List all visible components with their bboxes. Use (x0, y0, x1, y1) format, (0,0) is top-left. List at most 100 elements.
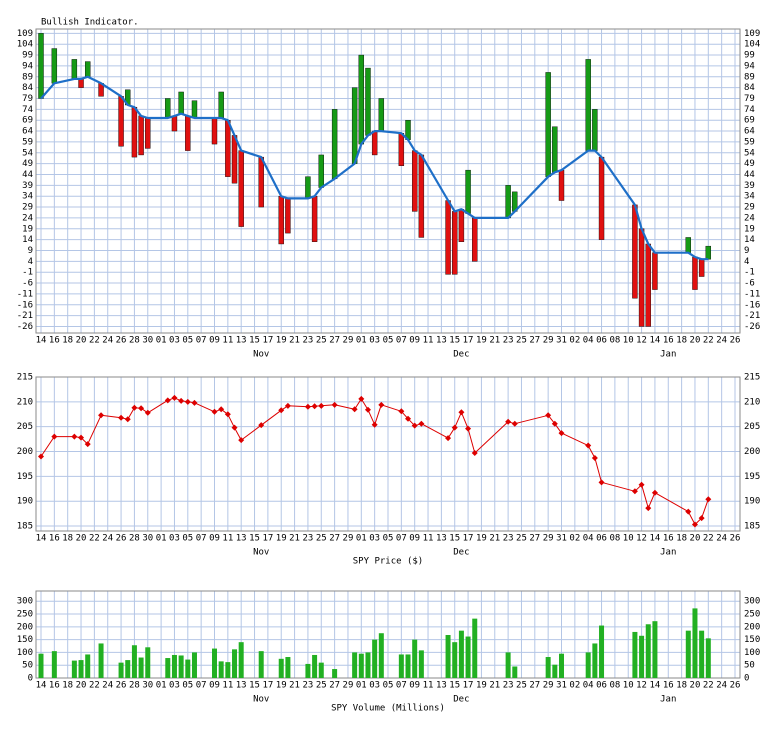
x-tick-label: 30 (142, 534, 153, 544)
x-tick-label: 17 (262, 681, 273, 691)
x-tick-label: 25 (316, 336, 327, 346)
price-marker (558, 430, 565, 437)
indicator-bar (378, 98, 385, 132)
x-tick-label: 22 (703, 534, 714, 544)
x-tick-label: 24 (716, 336, 727, 346)
x-tick-label: 29 (343, 534, 354, 544)
x-tick-label: 17 (463, 336, 474, 346)
x-tick-label: 23 (503, 534, 514, 544)
x-axis-title: SPY Price ($) (353, 557, 423, 567)
y-tick-label-right: -21 (744, 311, 760, 321)
x-tick-label: 23 (303, 534, 314, 544)
x-tick-label: 10 (623, 681, 634, 691)
volume-bar (512, 666, 518, 678)
month-label: Jan (660, 695, 676, 705)
price-marker (418, 420, 425, 427)
x-tick-label: 02 (569, 336, 580, 346)
x-tick-label: 31 (556, 681, 567, 691)
x-tick-label: 22 (89, 336, 100, 346)
y-tick-label: 89 (22, 72, 33, 82)
y-tick-label-right: 215 (744, 373, 760, 383)
y-tick-label: 300 (17, 597, 33, 607)
x-tick-label: 24 (716, 534, 727, 544)
x-tick-label: 11 (222, 681, 233, 691)
x-tick-label: 23 (503, 336, 514, 346)
volume-bar (505, 652, 511, 678)
y-tick-label-right: 49 (744, 159, 755, 169)
y-tick-label-right: 19 (744, 224, 755, 234)
x-tick-label: 01 (356, 681, 367, 691)
indicator-bar (598, 156, 605, 240)
price-marker (184, 398, 191, 405)
x-tick-label: 07 (196, 534, 207, 544)
y-tick-label: 205 (17, 422, 33, 432)
month-label: Dec (453, 548, 469, 558)
x-tick-label: 26 (116, 681, 127, 691)
x-tick-label: 19 (476, 681, 487, 691)
y-tick-label: 19 (22, 224, 33, 234)
x-tick-label: 16 (49, 336, 60, 346)
x-tick-label: 01 (356, 534, 367, 544)
y-tick-label-right: -11 (744, 289, 760, 299)
price-marker (471, 450, 478, 457)
indicator-bar (231, 135, 238, 184)
x-tick-label: 19 (276, 534, 287, 544)
x-tick-label: 08 (609, 336, 620, 346)
indicator-bar (632, 204, 638, 299)
y-tick-label-right: 210 (744, 397, 760, 407)
y-tick-label-right: 69 (744, 116, 755, 126)
price-marker (38, 453, 44, 460)
indicator-bar (305, 176, 311, 199)
x-tick-label: 23 (303, 681, 314, 691)
volume-bar (85, 654, 91, 678)
x-tick-label: 27 (329, 681, 340, 691)
x-tick-label: 19 (276, 336, 287, 346)
volume-bar (165, 658, 171, 678)
x-tick-label: 20 (76, 681, 87, 691)
indicator-bar (358, 54, 365, 145)
volume-bar (452, 642, 458, 678)
x-tick-label: 13 (436, 681, 447, 691)
volume-bar (138, 657, 144, 678)
volume-bar (78, 660, 84, 678)
y-tick-label: 79 (22, 94, 33, 104)
x-tick-label: 27 (529, 534, 540, 544)
y-tick-label: 190 (17, 497, 33, 507)
y-tick-label: 210 (17, 397, 33, 407)
price-marker (545, 412, 552, 419)
indicator-bar (458, 209, 465, 243)
x-tick-label: 06 (596, 336, 607, 346)
y-tick-label: 0 (28, 674, 33, 684)
x-tick-label: 07 (396, 534, 407, 544)
month-label: Nov (253, 548, 269, 558)
volume-bar (318, 662, 324, 678)
price-marker (164, 397, 171, 404)
y-tick-label: -1 (22, 268, 33, 278)
price-marker (131, 404, 138, 411)
x-tick-label: 07 (396, 336, 407, 346)
indicator-bar (398, 133, 405, 167)
x-tick-label: 20 (76, 336, 87, 346)
price-marker (278, 407, 285, 414)
indicator-bar (685, 237, 691, 253)
x-tick-label: 13 (236, 336, 247, 346)
x-tick-label: 22 (703, 681, 714, 691)
indicator-bar (411, 150, 418, 212)
indicator-bar (78, 78, 84, 88)
volume-bar (599, 625, 605, 678)
x-tick-label: 03 (169, 534, 180, 544)
x-tick-label: 19 (276, 681, 287, 691)
x-tick-label: 21 (289, 681, 300, 691)
y-tick-label: 84 (22, 83, 33, 93)
price-marker (405, 415, 412, 422)
y-tick-label: 4 (28, 257, 33, 267)
x-tick-label: 24 (102, 534, 113, 544)
x-tick-label: 22 (89, 534, 100, 544)
price-marker (144, 409, 151, 416)
price-marker (84, 441, 91, 448)
price-line (40, 397, 709, 525)
price-marker (311, 403, 318, 410)
y-tick-label-right: 109 (744, 29, 760, 39)
x-tick-label: 11 (222, 336, 233, 346)
x-tick-label: 15 (249, 336, 260, 346)
